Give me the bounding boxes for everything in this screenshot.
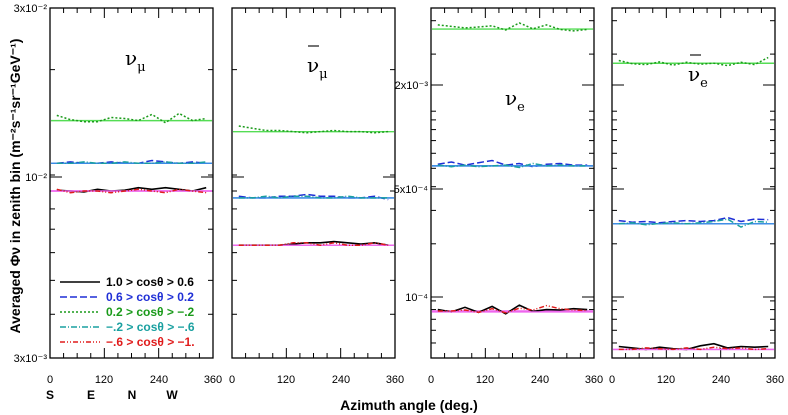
svg-text:360: 360 [585,374,603,386]
x-tick-labels-numu: 0 120 240 360 [47,374,222,386]
legend-label-0: 1.0 > cosθ > 0.6 [106,275,194,289]
svg-text:360: 360 [204,374,222,386]
direction-labels: S E N W [46,388,178,402]
svg-text:360: 360 [386,374,404,386]
x-axis-label: Azimuth angle (deg.) [340,397,478,413]
svg-text:240: 240 [150,374,168,386]
svg-text:360: 360 [766,374,784,386]
svg-text:120: 120 [657,374,675,386]
series-line-nuebar-1 [618,216,769,224]
left-axis-label-mid: 10⁻² [25,172,47,184]
series-line-numu-4 [56,188,207,194]
svg-text:120: 120 [476,374,494,386]
legend-label-3: −.2 > cosθ > −.6 [106,320,195,334]
right-axis-label-bottom: 10⁻⁴ [405,292,428,304]
panel-frame-nuebar [611,7,776,359]
series-line-nue-2 [437,22,588,32]
right-axis-label-top: 2x10⁻³ [395,80,429,92]
series-line-nue-0 [437,304,588,315]
y-axis-label: Averaged Φν in zenith bin (m⁻²s⁻¹sr⁻¹GeV… [7,39,23,334]
series-line-numu-0 [56,186,207,193]
series-line-nue-3 [437,162,588,169]
left-axis-label-bottom: 3x10⁻³ [14,353,48,365]
series-line-numu-2 [56,112,207,124]
series-line-nue-4 [437,304,588,314]
x-tick-labels-nuebar: 0 120 240 360 [609,374,784,386]
series-line-numu-3 [56,161,207,165]
svg-text:νe: νe [688,62,708,91]
series-line-numubar-2 [238,125,389,134]
direction-label-w: W [166,388,178,402]
panel-title-numubar: νμ [307,45,328,82]
direction-label-n: N [128,388,137,402]
panel-title-nuebar: νe [688,54,708,91]
svg-text:0: 0 [229,374,235,386]
right-axis-label-mid: 5x10⁻⁴ [394,184,429,196]
series-line-nuebar-2 [618,56,769,67]
panel-title-numu: νμ [125,46,146,75]
legend-label-1: 0.6 > cosθ > 0.2 [106,290,194,304]
legend: 1.0 > cosθ > 0.60.6 > cosθ > 0.20.2 > co… [60,275,195,349]
legend-label-4: −.6 > cosθ > −1. [106,335,195,349]
series-line-nuebar-3 [618,218,769,228]
panel-frame-nue [430,7,595,359]
svg-text:240: 240 [531,374,549,386]
x-tick-labels-nue: 0 120 240 360 [428,374,603,386]
series-layer [49,7,776,359]
panel-title-nue: νe [505,86,525,115]
svg-text:0: 0 [47,374,53,386]
svg-text:120: 120 [277,374,295,386]
svg-text:120: 120 [95,374,113,386]
legend-label-2: 0.2 > cosθ > −.2 [106,305,195,319]
left-axis-label-top: 3x10⁻² [14,3,48,15]
svg-text:νμ: νμ [307,53,328,82]
y-major-ticks [50,84,775,298]
svg-text:0: 0 [428,374,434,386]
svg-text:0: 0 [609,374,615,386]
direction-label-s: S [46,388,54,402]
x-tick-labels-numubar: 0 120 240 360 [229,374,404,386]
svg-text:240: 240 [712,374,730,386]
series-line-numubar-3 [238,195,389,199]
series-line-nue-1 [437,159,588,168]
direction-label-e: E [87,388,95,402]
series-line-numubar-4 [238,242,389,246]
svg-text:240: 240 [332,374,350,386]
